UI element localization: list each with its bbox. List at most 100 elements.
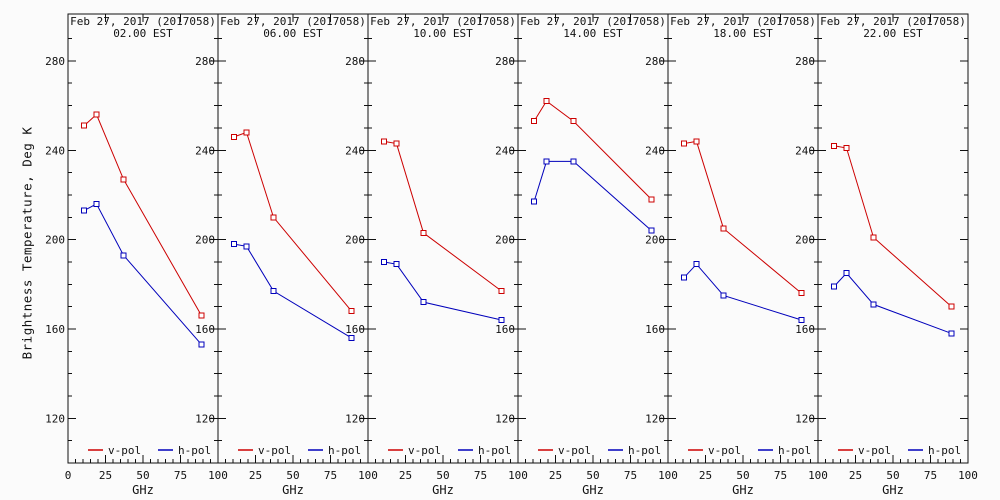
x-axis-ticks: 25 50 75 100 (375, 14, 528, 482)
x-tick-label: 100 (658, 469, 678, 482)
y-tick-label: 160 (195, 323, 215, 336)
y-tick-label: 200 (795, 234, 815, 247)
y-tick-label: 280 (645, 55, 665, 68)
v-pol-marker (693, 138, 700, 145)
x-tick-label: 25 (699, 469, 712, 482)
v-pol-marker (531, 118, 538, 125)
y-tick-label: 280 (45, 55, 65, 68)
h-pol-series (831, 270, 955, 337)
h-pol-series (681, 261, 805, 324)
panel-4: 120 160 200 240 280 25 50 75 100 Feb 27, 2017 (20… (495, 13, 678, 497)
h-pol-marker (243, 243, 250, 250)
v-pol-series (831, 142, 955, 310)
h-pol-marker (843, 270, 850, 277)
y-tick-label: 280 (195, 55, 215, 68)
h-pol-marker (381, 258, 388, 265)
h-pol-series (81, 200, 205, 348)
x-axis-title: GHz (882, 483, 904, 497)
v-pol-marker (831, 142, 838, 149)
h-pol-marker (720, 292, 727, 299)
v-pol-marker (420, 229, 427, 236)
y-tick-label: 160 (645, 323, 665, 336)
v-pol-marker (198, 312, 205, 319)
panel-title: Feb 27, 2017 (2017058) (820, 15, 966, 28)
x-tick-label: 100 (808, 469, 828, 482)
x-axis-ticks: 25 50 75 100 (525, 14, 678, 482)
v-pol-marker (381, 138, 388, 145)
v-pol-marker (243, 129, 250, 136)
x-tick-label: 50 (736, 469, 749, 482)
x-axis-title: GHz (432, 483, 454, 497)
panel-title: Feb 27, 2017 (2017058) (520, 15, 666, 28)
h-pol-marker (531, 198, 538, 205)
v-pol-marker (648, 196, 655, 203)
v-pol-marker (570, 118, 577, 125)
x-tick-label: 50 (436, 469, 449, 482)
panel-6: 120 160 200 240 280 25 50 75 100 Feb 27, 2017 (20… (795, 13, 978, 497)
legend-label-v-pol: v-pol (708, 444, 741, 457)
y-axis-ticks: 120 160 200 240 280 (345, 38, 518, 442)
h-pol-marker (693, 261, 700, 268)
h-pol-marker (570, 158, 577, 165)
legend: v-pol h-pol (238, 444, 361, 457)
v-pol-series (81, 111, 205, 319)
legend-label-h-pol: h-pol (928, 444, 961, 457)
x-axis-ticks: 25 50 75 100 (825, 14, 978, 482)
v-pol-marker (843, 145, 850, 152)
x-tick-label: 50 (286, 469, 299, 482)
x-tick-label: 50 (886, 469, 899, 482)
v-pol-series (381, 138, 505, 294)
y-tick-label: 200 (645, 234, 665, 247)
y-axis-ticks: 120 160 200 240 280 (45, 38, 218, 442)
y-axis-ticks: 120 160 200 240 280 (645, 38, 818, 442)
x-tick-label: 75 (324, 469, 337, 482)
v-pol-marker (93, 111, 100, 118)
h-pol-marker (948, 330, 955, 337)
y-tick-label: 120 (345, 412, 365, 425)
panel-title: Feb 27, 2017 (2017058) (220, 15, 366, 28)
x-tick-label: 100 (958, 469, 978, 482)
x-tick-label: 75 (924, 469, 937, 482)
y-tick-label: 240 (45, 144, 65, 157)
legend: v-pol h-pol (88, 444, 211, 457)
x-axis-title: GHz (582, 483, 604, 497)
y-tick-label: 120 (795, 412, 815, 425)
y-tick-label: 280 (795, 55, 815, 68)
legend-label-v-pol: v-pol (258, 444, 291, 457)
x-axis-ticks: 0 25 50 75 100 (65, 14, 228, 482)
y-tick-label: 120 (195, 412, 215, 425)
y-tick-label: 160 (45, 323, 65, 336)
x-axis-ticks: 25 50 75 100 (225, 14, 378, 482)
y-tick-label: 200 (195, 234, 215, 247)
h-pol-series (531, 158, 655, 234)
y-tick-label: 280 (345, 55, 365, 68)
legend-label-h-pol: h-pol (178, 444, 211, 457)
legend-label-h-pol: h-pol (778, 444, 811, 457)
legend: v-pol h-pol (688, 444, 811, 457)
x-tick-label: 25 (849, 469, 862, 482)
y-tick-label: 120 (45, 412, 65, 425)
y-axis-ticks: 120 160 200 240 280 (195, 38, 368, 442)
v-pol-series (681, 138, 805, 297)
legend: v-pol h-pol (838, 444, 961, 457)
x-tick-label: 25 (99, 469, 112, 482)
x-tick-label: 25 (249, 469, 262, 482)
h-pol-series (381, 258, 505, 324)
x-tick-label: 75 (774, 469, 787, 482)
x-axis-title: GHz (132, 483, 154, 497)
panel-title: Feb 27, 2017 (2017058) (670, 15, 816, 28)
h-pol-marker (681, 274, 688, 281)
v-pol-marker (720, 225, 727, 232)
y-axis-ticks: 120 160 200 240 280 (495, 38, 668, 442)
legend-label-v-pol: v-pol (558, 444, 591, 457)
x-axis-ticks: 25 50 75 100 (675, 14, 828, 482)
y-tick-label: 240 (495, 144, 515, 157)
h-pol-marker (198, 341, 205, 348)
legend-label-h-pol: h-pol (328, 444, 361, 457)
x-tick-label: 100 (508, 469, 528, 482)
v-pol-marker (798, 290, 805, 297)
x-tick-label: 25 (399, 469, 412, 482)
v-pol-marker (543, 98, 550, 105)
panel-1: 120 160 200 240 280 0 25 50 75 100 Feb 27, 2017 (2… (45, 13, 228, 497)
